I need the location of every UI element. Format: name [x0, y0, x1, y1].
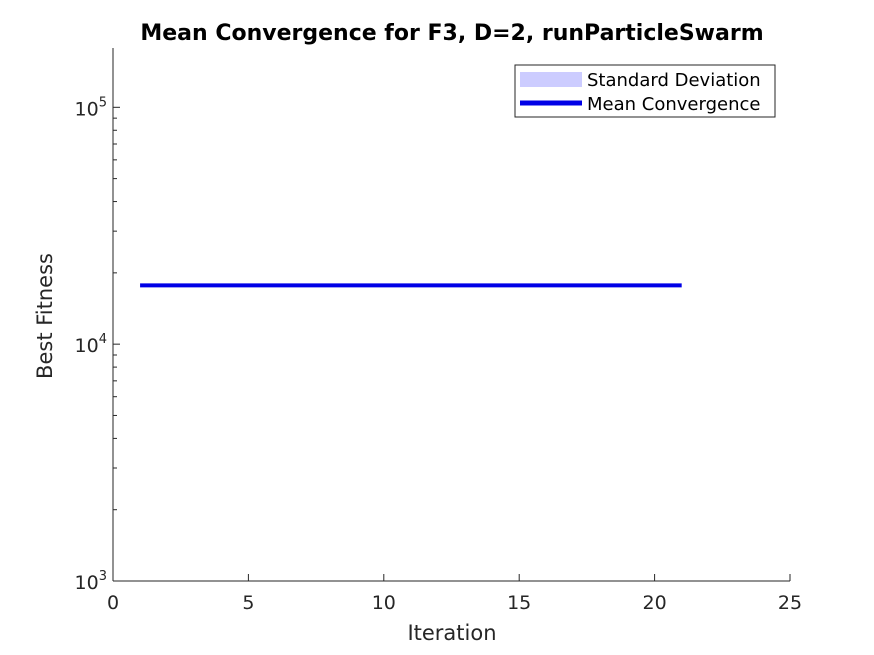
y-tick-base: 10 [75, 572, 99, 594]
chart-title: Mean Convergence for F3, D=2, runParticl… [140, 21, 763, 46]
legend-label-std: Standard Deviation [587, 70, 761, 91]
y-tick-base: 10 [75, 335, 99, 357]
x-tick-label: 5 [242, 592, 254, 614]
y-tick-exponent: 5 [99, 95, 107, 110]
x-tick-label: 20 [643, 592, 667, 614]
legend-label-mean: Mean Convergence [587, 94, 760, 115]
axes [112, 48, 790, 582]
x-tick-label: 0 [107, 592, 119, 614]
y-tick-label: 104 [75, 332, 107, 357]
y-axis-label: Best Fitness [33, 253, 57, 379]
x-tick-label: 10 [372, 592, 396, 614]
legend: Standard Deviation Mean Convergence [514, 64, 776, 118]
y-tick-exponent: 4 [99, 332, 107, 347]
y-tick-exponent: 3 [99, 569, 107, 584]
x-tick-label: 15 [507, 592, 531, 614]
x-tick-label: 25 [778, 592, 802, 614]
y-tick-label: 103 [75, 569, 107, 594]
y-tick-base: 10 [75, 98, 99, 120]
x-axis-label: Iteration [407, 621, 496, 645]
y-tick-label: 105 [75, 95, 107, 120]
legend-swatch-std [520, 72, 582, 87]
